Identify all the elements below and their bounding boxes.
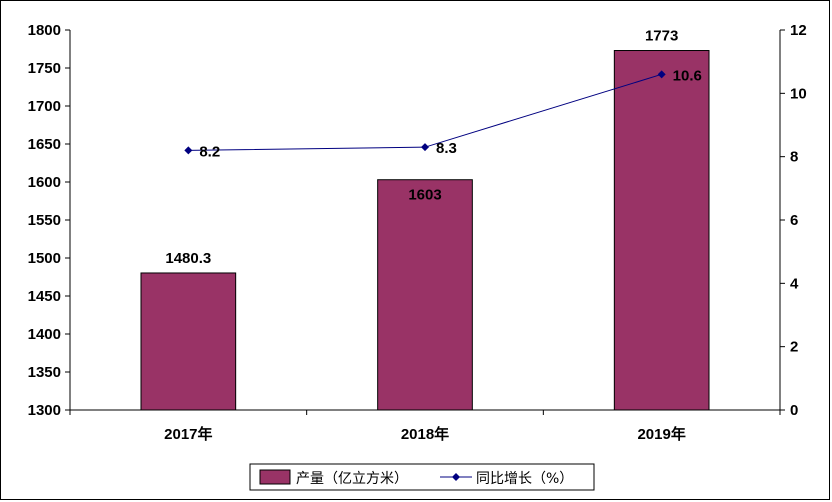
line-data-label: 8.2: [199, 143, 220, 160]
left-tick-label: 1500: [28, 250, 61, 267]
legend: 产量（亿立方米） 同比增长（%）: [249, 463, 595, 491]
bar: [140, 272, 237, 411]
left-tick-label: 1450: [28, 288, 61, 305]
bar: [613, 50, 710, 411]
right-tick-label: 4: [790, 275, 799, 292]
bar-data-label: 1773: [645, 28, 678, 45]
right-tick-label: 2: [790, 339, 798, 356]
left-tick-label: 1700: [28, 98, 61, 115]
legend-line-marker: [452, 473, 460, 481]
right-tick-label: 10: [790, 85, 807, 102]
legend-box: [249, 463, 595, 491]
legend-bar-swatch: [259, 469, 291, 485]
line-data-label: 8.3: [436, 140, 457, 157]
growth-line: [188, 73, 662, 151]
line-marker: [184, 146, 193, 155]
line-data-label: 10.6: [673, 67, 702, 84]
line-layer: 8.2 8.3 10.6: [184, 67, 702, 160]
left-tick-label: 1350: [28, 364, 61, 381]
left-tick-label: 1550: [28, 212, 61, 229]
right-tick-label: 8: [790, 149, 798, 166]
x-tick-label: 2018年: [401, 425, 449, 443]
left-tick-label: 1650: [28, 136, 61, 153]
line-marker: [657, 70, 666, 79]
x-tick-label: 2017年: [164, 425, 212, 443]
left-tick-label: 1300: [28, 402, 61, 419]
axes-layer: 1300 1350 1400 1450 1500 1550 1600 1650 1700 1750…: [28, 22, 807, 443]
x-tick-label: 2019年: [637, 425, 685, 443]
bars-layer: 1480.3 1603 1773: [140, 28, 710, 411]
left-tick-label: 1750: [28, 60, 61, 77]
right-tick-label: 6: [790, 212, 798, 229]
left-tick-label: 1800: [28, 22, 61, 39]
legend-bar-label: 产量（亿立方米）: [296, 471, 408, 487]
right-tick-label: 12: [790, 22, 807, 39]
line-marker: [421, 143, 429, 152]
bar-data-label: 1480.3: [165, 250, 211, 267]
bar-data-label: 1603: [408, 187, 441, 204]
legend-line-label: 同比增长（%）: [476, 471, 573, 487]
bar: [377, 179, 473, 411]
left-tick-label: 1600: [28, 174, 61, 191]
left-tick-label: 1400: [28, 326, 61, 343]
right-tick-label: 0: [790, 402, 798, 419]
